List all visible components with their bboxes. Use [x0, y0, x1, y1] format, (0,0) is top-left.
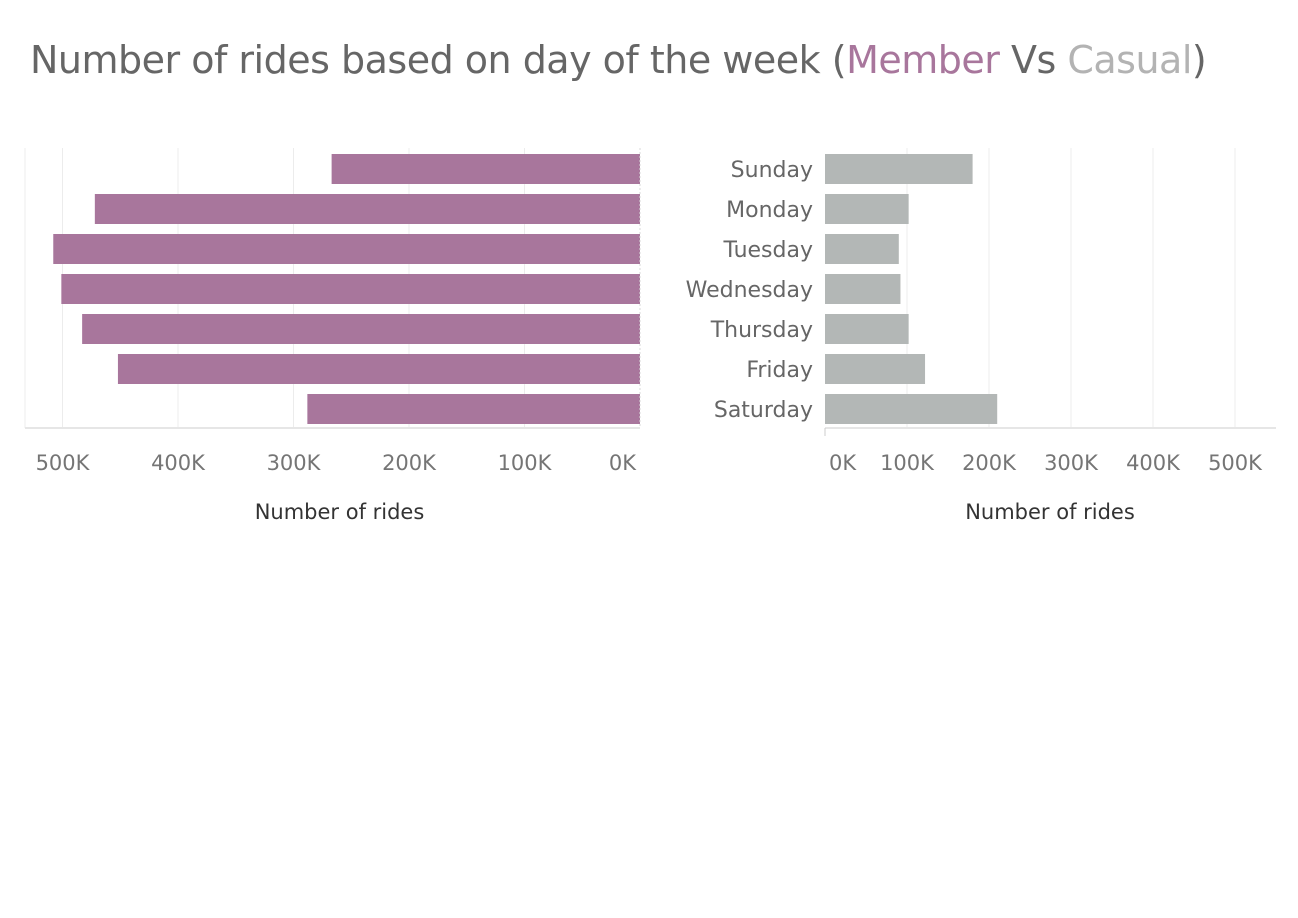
day-label: Friday	[746, 358, 813, 383]
member-x-tick-label: 200K	[382, 451, 437, 475]
casual-x-tick-label: 500K	[1208, 451, 1263, 475]
member-bar	[307, 394, 640, 424]
casual-bar	[825, 354, 926, 384]
chart-title: Number of rides based on day of the week…	[30, 38, 1207, 82]
member-bar	[53, 234, 640, 264]
member-x-tick-label: 300K	[267, 451, 322, 475]
title-member: Member	[846, 38, 1000, 82]
casual-x-tick-label: 100K	[880, 451, 935, 475]
day-label: Monday	[726, 198, 813, 223]
casual-bar	[825, 234, 899, 264]
casual-bar	[825, 274, 901, 304]
member-bar	[61, 274, 641, 304]
member-bar	[94, 194, 641, 224]
casual-x-tick-label: 400K	[1126, 451, 1181, 475]
casual-x-tick-label: 200K	[962, 451, 1017, 475]
casual-bar	[825, 194, 909, 224]
day-label: Sunday	[731, 158, 813, 183]
member-x-tick-label: 400K	[151, 451, 206, 475]
member-x-tick-label: 100K	[498, 451, 553, 475]
member-x-tick-label: 500K	[36, 451, 91, 475]
member-x-tick-label: 0K	[609, 451, 637, 475]
title-vs: Vs	[999, 38, 1068, 82]
member-bar	[331, 154, 640, 184]
title-suffix: )	[1191, 38, 1207, 82]
member-bar	[82, 314, 640, 344]
title-casual: Casual	[1067, 38, 1192, 82]
member-x-axis-title: Number of rides	[255, 500, 425, 524]
day-label: Wednesday	[686, 278, 813, 303]
casual-bar	[825, 394, 998, 424]
casual-x-axis-title: Number of rides	[965, 500, 1135, 524]
casual-chart: Sunday Monday Tuesday Wednesday Thursday Frid…	[686, 148, 1276, 524]
casual-x-tick-label: 300K	[1044, 451, 1099, 475]
casual-x-tick-label: 0K	[829, 451, 857, 475]
day-label: Thursday	[710, 318, 813, 343]
casual-bar	[825, 154, 973, 184]
day-label: Saturday	[714, 398, 813, 423]
day-label: Tuesday	[722, 238, 813, 263]
member-chart: 500K 400K 300K 200K 100K 0K Number of rides	[24, 148, 641, 524]
member-bar	[117, 354, 640, 384]
title-prefix: Number of rides based on day of the week…	[30, 38, 847, 82]
casual-bar	[825, 314, 909, 344]
